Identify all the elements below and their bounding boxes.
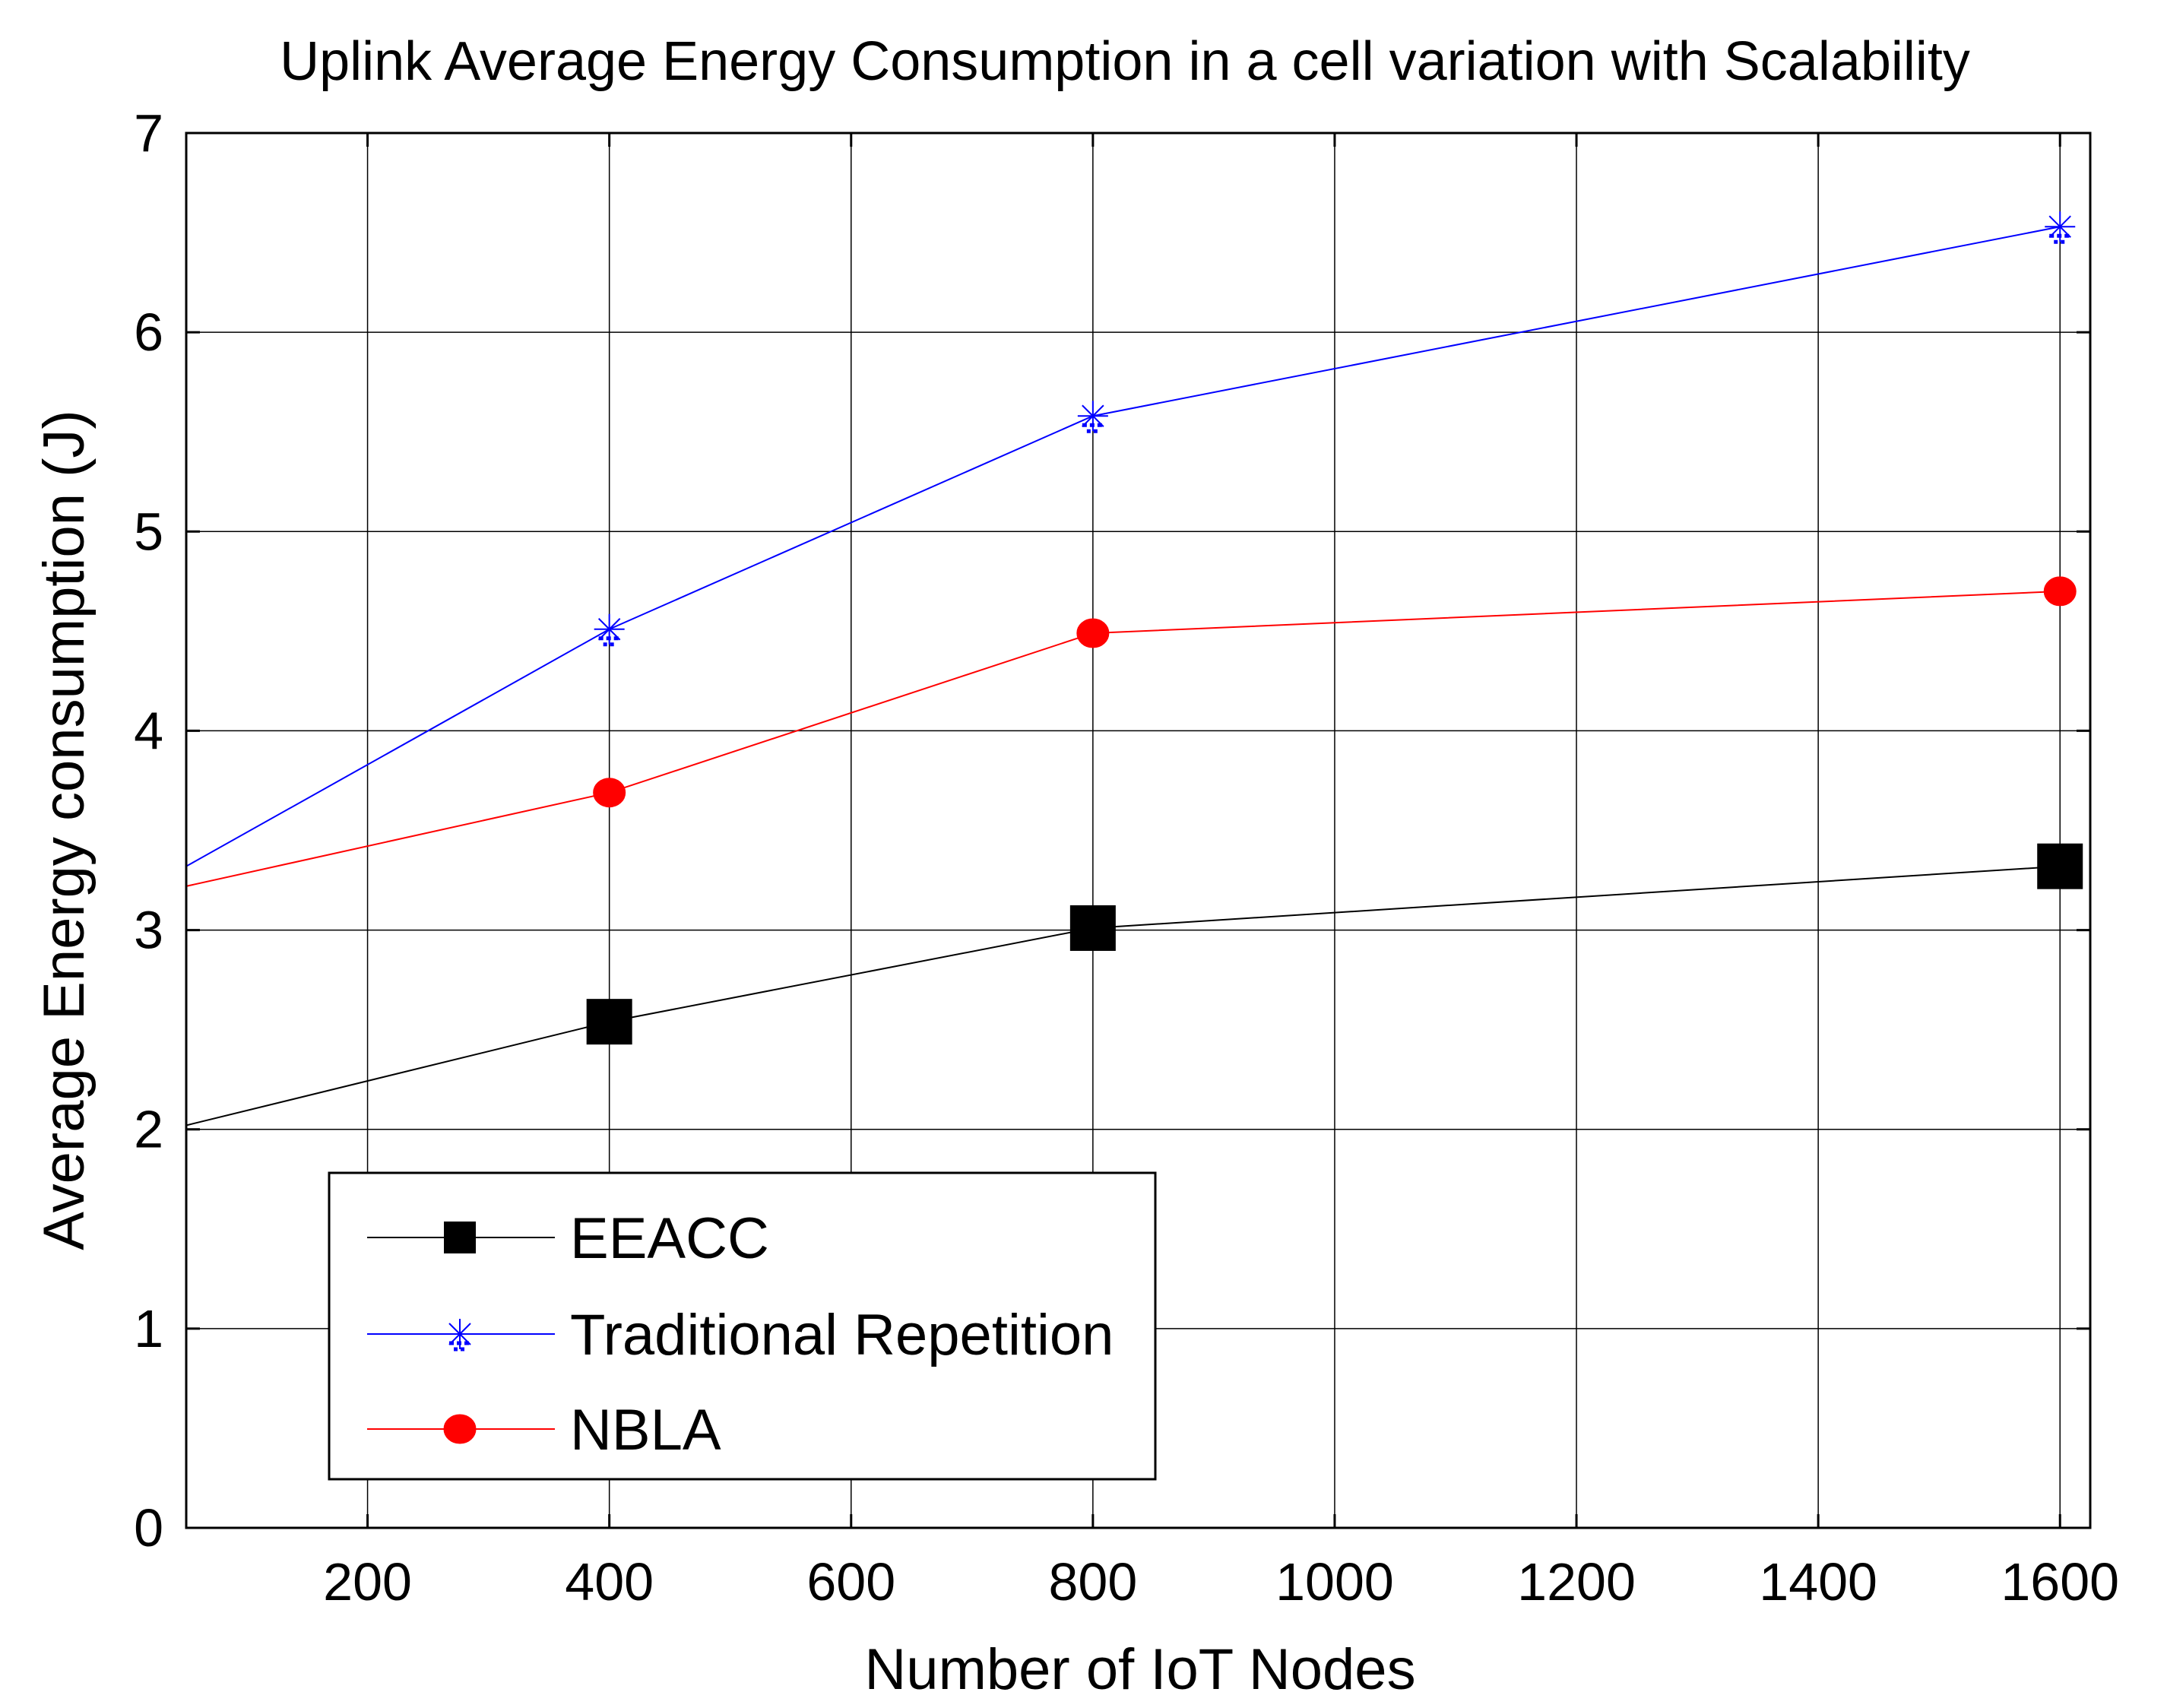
y-tick-label: 7 xyxy=(134,103,163,163)
x-tick-label: 1000 xyxy=(1275,1552,1394,1611)
marker-square xyxy=(1069,905,1116,951)
series-line xyxy=(185,226,2061,867)
y-tick-label: 0 xyxy=(134,1498,163,1557)
y-tick-label: 3 xyxy=(134,901,163,960)
legend-label: NBLA xyxy=(570,1398,721,1462)
legend-label: Traditional Repetition xyxy=(570,1303,1114,1367)
plot-frame xyxy=(185,132,2092,1529)
marker-circle xyxy=(1076,618,1110,648)
x-tick-label: 1200 xyxy=(1517,1552,1636,1611)
marker-circle xyxy=(593,778,626,808)
legend-label: EEACC xyxy=(570,1206,769,1271)
x-tick-label: 200 xyxy=(323,1552,412,1611)
series-line xyxy=(185,590,2061,887)
legend: EEACC Traditional Repetition NBLA xyxy=(328,1171,1157,1481)
series-traditional-repetition xyxy=(185,211,2076,867)
ticks: 200 400 600 800 1000 1200 1400 1600 0 1 2 3 4 5 6 7 xyxy=(134,103,2119,1611)
series-nbla xyxy=(185,576,2077,887)
y-tick-label: 1 xyxy=(134,1299,163,1358)
y-axis-label: Average Energy consumption (J) xyxy=(32,410,97,1250)
legend-entry: EEACC xyxy=(367,1206,769,1271)
marker-circle xyxy=(443,1414,477,1444)
x-tick-label: 400 xyxy=(565,1552,654,1611)
marker-asterisk xyxy=(2045,211,2076,244)
series-eeacc xyxy=(185,843,2083,1127)
chart-title: Uplink Average Energy Consumption in a c… xyxy=(280,31,1970,92)
marker-circle xyxy=(2043,576,2077,607)
legend-entry: NBLA xyxy=(367,1398,721,1462)
x-tick-label: 1400 xyxy=(1759,1552,1877,1611)
marker-square xyxy=(586,999,632,1045)
y-tick-label: 2 xyxy=(134,1100,163,1159)
y-tick-label: 5 xyxy=(134,502,163,561)
marker-asterisk xyxy=(445,1319,475,1352)
series-layer xyxy=(185,211,2083,1127)
x-tick-label: 800 xyxy=(1048,1552,1137,1611)
marker-square xyxy=(2037,843,2083,889)
y-tick-label: 6 xyxy=(134,303,163,362)
y-tick-label: 4 xyxy=(134,701,163,760)
x-tick-label: 1600 xyxy=(2001,1552,2119,1611)
marker-square xyxy=(444,1222,476,1253)
marker-asterisk xyxy=(594,613,625,647)
x-axis-label: Number of IoT Nodes xyxy=(864,1637,1415,1702)
x-tick-label: 600 xyxy=(806,1552,895,1611)
marker-asterisk xyxy=(1077,401,1108,433)
legend-entry: Traditional Repetition xyxy=(367,1303,1114,1367)
series-line xyxy=(185,865,2061,1127)
